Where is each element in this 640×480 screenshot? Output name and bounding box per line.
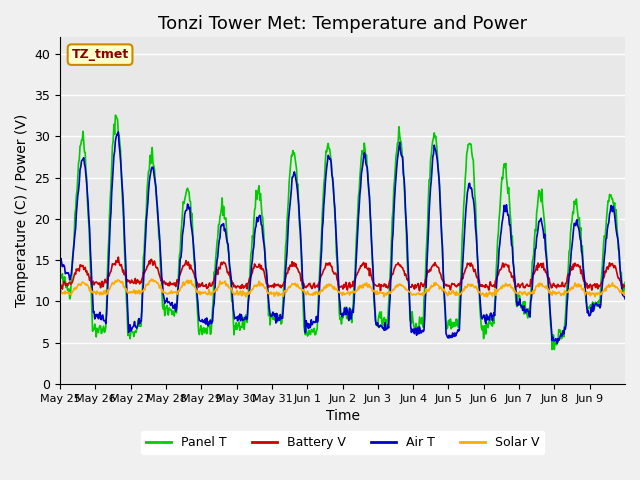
- Solar V: [56, 288, 64, 294]
- Solar V: [148, 276, 156, 282]
- Legend: Panel T, Battery V, Air T, Solar V: Panel T, Battery V, Air T, Solar V: [141, 431, 544, 454]
- Battery V: [416, 288, 424, 294]
- Air T: [433, 156, 441, 162]
- Air T: [56, 261, 64, 266]
- Line: Panel T: Panel T: [60, 115, 625, 349]
- Panel T: [276, 315, 284, 321]
- Panel T: [433, 149, 441, 155]
- Solar V: [227, 285, 235, 291]
- Battery V: [276, 282, 284, 288]
- Battery V: [115, 254, 122, 260]
- Battery V: [124, 277, 131, 283]
- Air T: [124, 294, 131, 300]
- Air T: [554, 340, 561, 346]
- Panel T: [550, 347, 558, 352]
- Panel T: [56, 272, 64, 277]
- Y-axis label: Temperature (C) / Power (V): Temperature (C) / Power (V): [15, 114, 29, 307]
- Solar V: [483, 294, 491, 300]
- Solar V: [276, 292, 284, 298]
- Line: Air T: Air T: [60, 132, 625, 343]
- Battery V: [227, 276, 235, 282]
- Air T: [115, 129, 122, 135]
- Battery V: [402, 271, 410, 276]
- X-axis label: Time: Time: [326, 409, 360, 423]
- Air T: [227, 274, 235, 280]
- Line: Solar V: Solar V: [60, 279, 625, 297]
- Panel T: [227, 285, 235, 290]
- Solar V: [402, 287, 410, 293]
- Title: Tonzi Tower Met: Temperature and Power: Tonzi Tower Met: Temperature and Power: [158, 15, 527, 33]
- Air T: [255, 214, 263, 219]
- Line: Battery V: Battery V: [60, 257, 625, 291]
- Solar V: [123, 286, 131, 292]
- Air T: [621, 296, 629, 302]
- Battery V: [621, 283, 629, 288]
- Battery V: [434, 264, 442, 270]
- Panel T: [402, 213, 410, 218]
- Solar V: [433, 282, 441, 288]
- Solar V: [621, 288, 629, 294]
- Panel T: [255, 183, 263, 189]
- Battery V: [255, 261, 263, 267]
- Solar V: [255, 278, 263, 284]
- Panel T: [124, 311, 131, 317]
- Panel T: [111, 112, 119, 118]
- Battery V: [56, 281, 64, 287]
- Panel T: [621, 280, 629, 286]
- Air T: [402, 208, 410, 214]
- Air T: [276, 312, 284, 317]
- Text: TZ_tmet: TZ_tmet: [72, 48, 129, 61]
